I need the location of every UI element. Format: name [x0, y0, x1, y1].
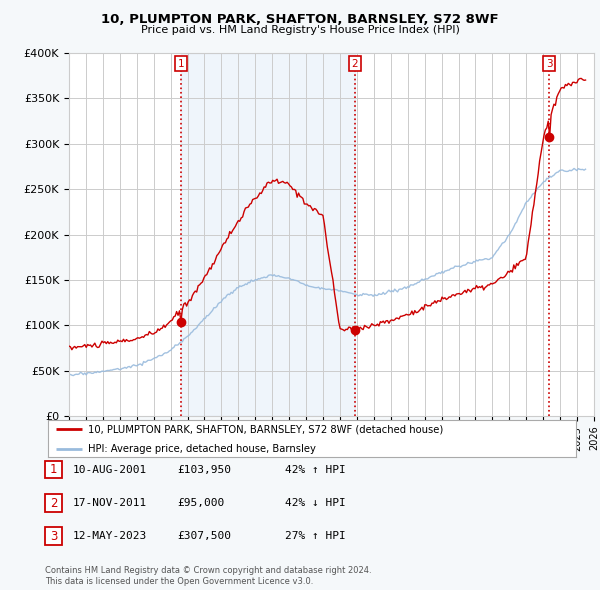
Text: 42% ↓ HPI: 42% ↓ HPI [285, 499, 346, 508]
Text: Price paid vs. HM Land Registry's House Price Index (HPI): Price paid vs. HM Land Registry's House … [140, 25, 460, 35]
Text: 10, PLUMPTON PARK, SHAFTON, BARNSLEY, S72 8WF: 10, PLUMPTON PARK, SHAFTON, BARNSLEY, S7… [101, 13, 499, 26]
Text: £103,950: £103,950 [177, 465, 231, 474]
Text: £95,000: £95,000 [177, 499, 224, 508]
Text: 3: 3 [546, 58, 553, 68]
Bar [181, 53, 355, 416]
Text: 10-AUG-2001: 10-AUG-2001 [73, 465, 148, 474]
Text: 17-NOV-2011: 17-NOV-2011 [73, 499, 148, 508]
Text: 3: 3 [50, 530, 57, 543]
Text: 2: 2 [50, 497, 57, 510]
Text: 1: 1 [178, 58, 184, 68]
Text: Contains HM Land Registry data © Crown copyright and database right 2024.
This d: Contains HM Land Registry data © Crown c… [45, 566, 371, 586]
Text: 27% ↑ HPI: 27% ↑ HPI [285, 532, 346, 541]
Text: 1: 1 [50, 463, 57, 476]
Text: 10, PLUMPTON PARK, SHAFTON, BARNSLEY, S72 8WF (detached house): 10, PLUMPTON PARK, SHAFTON, BARNSLEY, S7… [88, 424, 443, 434]
Text: 2: 2 [352, 58, 358, 68]
Text: HPI: Average price, detached house, Barnsley: HPI: Average price, detached house, Barn… [88, 444, 316, 454]
Text: 42% ↑ HPI: 42% ↑ HPI [285, 465, 346, 474]
Text: 12-MAY-2023: 12-MAY-2023 [73, 532, 148, 541]
Text: £307,500: £307,500 [177, 532, 231, 541]
